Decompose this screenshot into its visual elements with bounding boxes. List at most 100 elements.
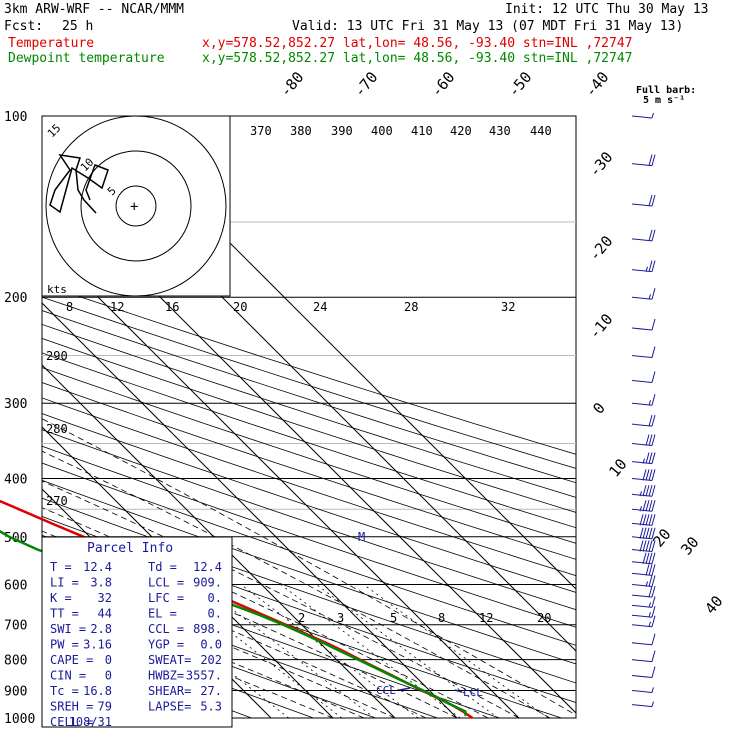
dry-adiabat	[42, 397, 576, 577]
mixing-ratio-label: 2	[298, 611, 305, 625]
model-title: 3km ARW-WRF -- NCAR/MMM	[4, 2, 184, 17]
wind-barb	[631, 194, 656, 207]
pressure-label-200: 200	[4, 291, 27, 306]
isotherm-label: 0	[589, 399, 609, 417]
dry-adiabat	[42, 497, 576, 684]
dewpoint-point	[259, 614, 261, 616]
parcel-info-cell: 898.	[193, 622, 222, 636]
wind-barb-staff	[631, 659, 653, 663]
wind-barb-flag	[651, 194, 656, 207]
parcel-info-cell: SWI =	[50, 622, 86, 636]
wind-barb	[631, 701, 654, 708]
wind-barb-half	[648, 612, 651, 618]
parcel-info-cell: CIN =	[50, 669, 86, 683]
speed-label: 32	[501, 300, 515, 314]
annotation-ccl: CCL	[376, 684, 396, 697]
isotherm-label: -70	[350, 68, 381, 100]
isotherm-label: -60	[427, 68, 458, 100]
mixing-ratio-line	[280, 584, 461, 718]
temperature-point	[50, 522, 53, 525]
legend-temperature-location: x,y=578.52,852.27 lat,lon= 48.56, -93.40…	[202, 36, 632, 51]
theta-e-label: 410	[411, 124, 433, 138]
wind-barb-flag	[645, 527, 650, 539]
isotherm	[42, 364, 396, 718]
parcel-info-cell: Tc =	[50, 684, 79, 698]
dry-adiabat	[42, 296, 576, 469]
wind-barb	[631, 469, 656, 481]
speed-label: 28	[404, 300, 418, 314]
pressure-label-800: 800	[4, 654, 27, 669]
pressure-label-700: 700	[4, 619, 27, 634]
dry-adiabat-label: 270	[46, 494, 68, 508]
wind-barb-half	[642, 458, 645, 464]
annotation-lcl: LCL	[463, 686, 483, 699]
dry-adiabat-label: 290	[46, 349, 68, 363]
isotherm	[42, 426, 334, 718]
parcel-info-cell: PW =	[50, 638, 79, 652]
wind-barb-flag	[651, 514, 656, 526]
parcel-info-cell: 909.	[193, 576, 222, 590]
wind-barb	[631, 485, 656, 497]
mixing-ratio-line	[316, 584, 499, 718]
wind-barb-half	[645, 581, 648, 587]
temperature-point	[18, 508, 20, 511]
wind-barb-flag	[648, 527, 653, 539]
parcel-info-cell: CELL =	[50, 715, 93, 729]
wind-barb-flag	[648, 485, 653, 497]
wind-barb	[631, 666, 656, 679]
parcel-info-cell: 3.16	[83, 638, 112, 652]
isotherm-label: -30	[585, 148, 616, 180]
dewpoint-point	[422, 689, 425, 692]
wind-barb	[631, 112, 654, 119]
wind-barb	[631, 575, 656, 587]
dewpoint-point	[450, 703, 452, 706]
wind-barb-half	[648, 602, 651, 608]
parcel-info-cell: 2.8	[90, 622, 112, 636]
hodograph-frame	[41, 115, 231, 297]
wind-barb-flag	[648, 540, 653, 552]
wind-barb-flag	[651, 527, 656, 539]
wind-barb-half	[639, 506, 642, 512]
wind-barb-flag	[651, 346, 656, 358]
wind-barb-half	[648, 400, 651, 406]
wind-barb-flag	[651, 596, 656, 608]
wind-barb	[631, 650, 656, 663]
pressure-label-300: 300	[4, 397, 27, 412]
mixing-ratio-label: 3	[337, 611, 344, 625]
wind-barb-flag	[645, 540, 650, 552]
wind-barb-flag	[651, 394, 656, 406]
hodograph-trace	[49, 154, 109, 214]
dewpoint-point	[374, 666, 376, 669]
wind-barb-flag	[651, 552, 656, 564]
wind-barb-flag	[651, 288, 656, 300]
moist-adiabat	[42, 480, 520, 718]
init-time: Init: 12 UTC Thu 30 May 13	[505, 2, 709, 17]
parcel-info-cell: 3.8	[90, 576, 112, 590]
wind-barb-half	[639, 491, 642, 497]
dewpoint-point	[322, 642, 324, 644]
parcel-info-cell: CAPE =	[50, 653, 93, 667]
dry-adiabat	[42, 445, 576, 628]
wind-barb	[631, 552, 656, 565]
wind-barb-flag	[648, 514, 653, 526]
wind-barb-staff	[631, 675, 653, 679]
isotherm-label: -40	[581, 68, 612, 100]
mixing-ratio-line	[199, 584, 375, 718]
wind-barb-half	[651, 687, 654, 693]
wind-barb	[631, 687, 654, 693]
wind-barb	[631, 585, 656, 598]
legend-dewpoint-location: x,y=578.52,852.27 lat,lon= 48.56, -93.40…	[202, 51, 632, 66]
dewpoint-point	[8, 536, 10, 538]
wind-barb	[631, 596, 656, 608]
wind-barb-staff	[631, 689, 653, 693]
dry-adiabat-label: 280	[46, 422, 68, 436]
wind-barb-flag	[651, 606, 656, 618]
speed-label: 20	[233, 300, 247, 314]
dewpoint-point	[437, 696, 439, 699]
wind-barb-flag	[645, 564, 650, 576]
parcel-info-cell: YGP =	[148, 638, 184, 652]
dry-adiabat	[42, 338, 576, 513]
wind-barb-flag	[645, 485, 650, 497]
wind-barb-flag	[639, 527, 644, 539]
parcel-info-cell: EL =	[148, 607, 177, 621]
